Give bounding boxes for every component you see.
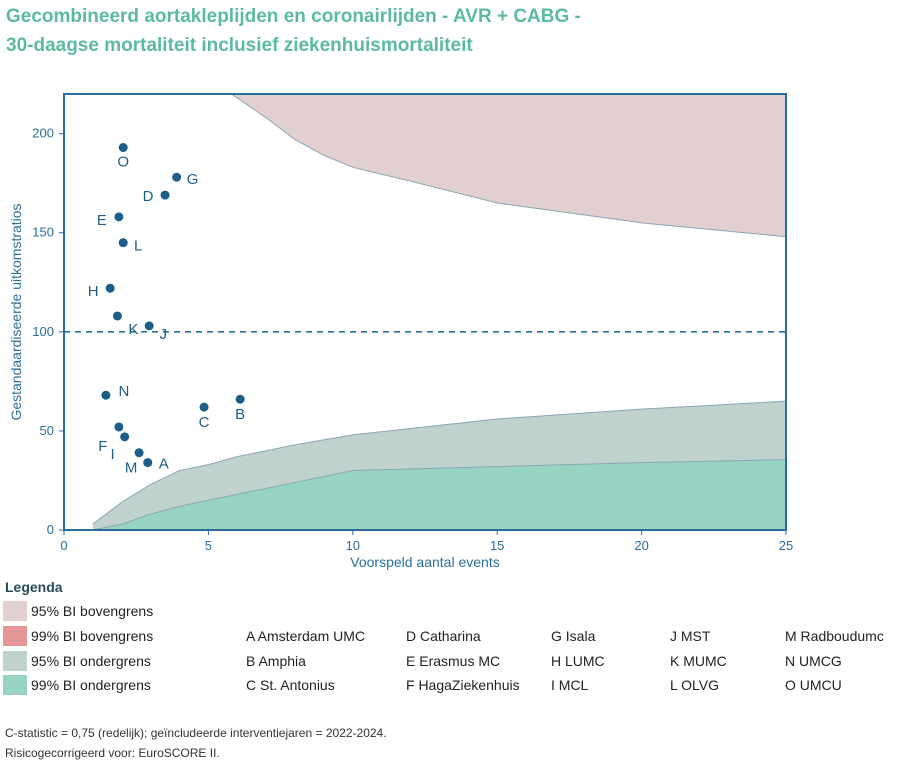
title-line-2: 30-daagse mortaliteit inclusief ziekenhu…	[6, 35, 473, 56]
point-label-k: K	[128, 321, 138, 338]
confidence-bands	[92, 93, 787, 531]
title-line-1: Gecombineerd aortakleplijden en coronair…	[6, 6, 581, 27]
band-upper95	[231, 94, 786, 237]
legend-item-upper95: 95% BI bovengrens	[3, 601, 153, 621]
band-lower99	[92, 459, 786, 530]
hospital-key-f: F HagaZiekenhuis	[406, 677, 520, 693]
x-tick-label: 20	[634, 538, 648, 553]
point-label-j: J	[159, 326, 167, 343]
legend-item-lower95: 95% BI ondergrens	[3, 651, 151, 671]
hospital-key-e: E Erasmus MC	[406, 653, 501, 669]
band-lower95-edge	[92, 400, 787, 525]
point-label-g: G	[187, 171, 199, 188]
legend-label: 99% BI ondergrens	[31, 677, 151, 693]
point-label-d: D	[143, 188, 154, 205]
footnote-c-statistic: C-statistic = 0,75 (redelijk); geïnclude…	[5, 726, 387, 740]
legend-swatch-lower95	[3, 651, 27, 671]
legend-item-upper99: 99% BI bovengrens	[3, 626, 153, 646]
x-axis-label: Voorspeld aantal events	[350, 554, 499, 570]
band-upper95-edge	[231, 93, 787, 238]
point-b	[235, 394, 245, 404]
chart-title: Gecombineerd aortakleplijden en coronair…	[6, 2, 581, 60]
point-label-o: O	[117, 154, 129, 171]
hospital-key-g: G Isala	[551, 628, 596, 644]
point-f	[114, 422, 124, 432]
point-a	[143, 458, 153, 468]
point-label-i: I	[111, 446, 115, 463]
legend-swatch-upper99	[3, 626, 27, 646]
y-tick-label: 0	[47, 522, 54, 537]
legend-label: 95% BI ondergrens	[31, 653, 151, 669]
point-label-n: N	[118, 383, 129, 400]
x-tick-label: 10	[346, 538, 360, 553]
funnel-plot: 0 5 10 15 20 25 0 50 100 150 200 O G D E L H K J N B C F IM A V…	[8, 93, 793, 570]
point-e	[114, 212, 124, 222]
point-label-a: A	[159, 456, 169, 473]
hospital-key-a: A Amsterdam UMC	[246, 628, 366, 644]
point-label-c: C	[199, 414, 210, 431]
legend-title: Legenda	[5, 579, 63, 595]
hospital-key-m: M Radboudumc	[785, 628, 884, 644]
hospital-key-d: D Catharina	[406, 628, 481, 644]
hospital-key-b: B Amphia	[246, 653, 306, 669]
point-n	[101, 390, 111, 400]
legend-label: 95% BI bovengrens	[31, 603, 154, 619]
point-label-h: H	[88, 283, 99, 300]
legend-item-lower99: 99% BI ondergrens	[3, 675, 151, 695]
hospital-key-o: O UMCU	[785, 677, 842, 693]
legend-swatch-upper95	[3, 601, 27, 621]
point-d	[160, 190, 170, 200]
band-lower99-edge	[92, 459, 787, 531]
axis-ticks: 0 5 10 15 20 25 0 50 100 150 200	[32, 126, 793, 553]
point-k	[112, 311, 122, 321]
plot-border	[63, 93, 787, 531]
point-m	[134, 448, 144, 458]
x-tick-label: 15	[490, 538, 504, 553]
point-i	[120, 432, 130, 442]
point-label-e: E	[97, 212, 107, 229]
hospital-key-j: J MST	[670, 628, 711, 644]
hospital-key-l: L OLVG	[670, 677, 720, 693]
point-label-m: M	[125, 460, 138, 477]
hospital-key-i: I MCL	[551, 677, 589, 693]
point-g	[172, 172, 182, 182]
point-c	[199, 402, 209, 412]
hospital-key-h: H LUMC	[551, 653, 605, 669]
y-tick-label: 150	[32, 225, 54, 240]
y-tick-label: 200	[32, 126, 54, 141]
footnote-risk-adjustment: Risicogecorrigeerd voor: EuroSCORE II.	[5, 746, 220, 760]
hospital-key-c: C St. Antonius	[246, 677, 335, 693]
point-l	[118, 238, 128, 248]
point-label-l: L	[134, 238, 142, 255]
legend-label: 99% BI bovengrens	[31, 628, 154, 644]
y-tick-label: 50	[40, 423, 54, 438]
legend-swatch-lower99	[3, 675, 27, 695]
x-tick-label: 0	[60, 538, 67, 553]
point-j	[144, 321, 154, 331]
point-label-b: B	[235, 406, 245, 423]
plot-frame	[63, 93, 787, 531]
x-tick-label: 5	[205, 538, 212, 553]
point-h	[105, 283, 115, 293]
hospital-key-n: N UMCG	[785, 653, 842, 669]
hospital-key-k: K MUMC	[670, 653, 727, 669]
y-tick-label: 100	[32, 324, 54, 339]
x-tick-label: 25	[779, 538, 793, 553]
point-label-f: F	[98, 438, 107, 455]
point-o	[118, 143, 128, 153]
y-axis-label: Gestandaardiseerde uitkomstratios	[8, 203, 24, 420]
data-points: O G D E L H K J N B C F IM A	[88, 143, 245, 477]
